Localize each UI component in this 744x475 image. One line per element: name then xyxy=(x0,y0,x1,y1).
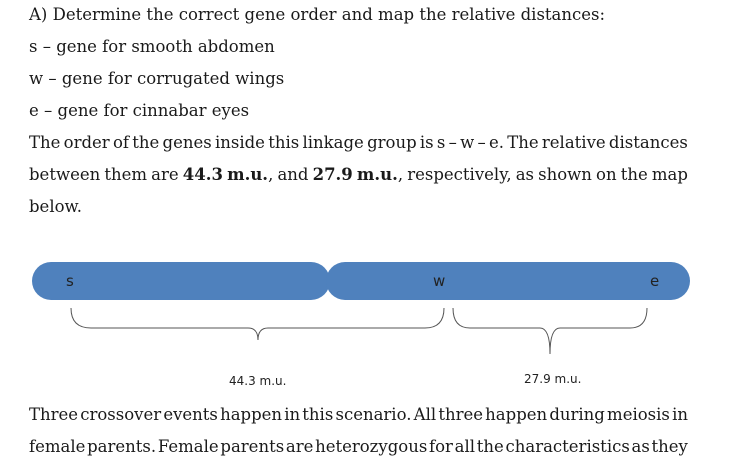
crossover-line1-word: happen xyxy=(485,405,548,424)
order-line1-word: order xyxy=(63,133,110,152)
order-line2-word: the xyxy=(620,165,648,184)
gene-definition-e: e – gene for cinnabar eyes xyxy=(29,101,250,120)
order-line2-word: 27.9 xyxy=(312,165,353,184)
order-line1-word: The xyxy=(507,133,539,152)
order-line2-word: and xyxy=(277,165,309,184)
crossover-line1-word: three xyxy=(438,405,483,424)
order-paragraph-line-2: between them are 44.3 m.u., and 27.9 m.u., respe… xyxy=(29,165,688,185)
crossover-line1-word: Three xyxy=(29,405,79,424)
crossover-line2-word: parents xyxy=(220,437,285,456)
gene-label-s: s xyxy=(66,272,74,290)
order-line1-word: relative xyxy=(541,133,606,152)
crossover-paragraph-line-1: Three crossover events happen in this scenario… xyxy=(29,405,688,425)
order-line1-word: s xyxy=(436,133,446,152)
gene-label-e: e xyxy=(650,272,660,290)
order-line1-word: is xyxy=(419,133,434,152)
crossover-line2-word: are xyxy=(285,437,314,456)
crossover-line2-word: Female xyxy=(157,437,219,456)
order-line1-word: linkage xyxy=(302,133,364,152)
crossover-line2-word: for xyxy=(429,437,453,456)
crossover-line1-word: crossover xyxy=(80,405,162,424)
distance-brace-w-e xyxy=(452,307,648,355)
question-heading: A) Determine the correct gene order and … xyxy=(29,5,606,24)
crossover-line1-word: All xyxy=(413,405,437,424)
order-line2-word: respectively, xyxy=(407,165,512,184)
crossover-line2-word: female xyxy=(29,437,86,456)
order-line1-word: inside xyxy=(214,133,265,152)
order-line1-word: The xyxy=(29,133,61,152)
distance-label-w-e: 27.9 m.u. xyxy=(524,372,582,386)
order-line2-word: m.u., xyxy=(356,165,404,184)
order-paragraph-line-1: The order of the genes inside this linkage group… xyxy=(29,133,688,153)
gene-definition-s: s – gene for smooth abdomen xyxy=(29,37,275,56)
crossover-line1-word: happen xyxy=(220,405,283,424)
crossover-line1-word: meiosis xyxy=(607,405,670,424)
crossover-line2-word: they xyxy=(651,437,688,456)
order-line2-word: 44.3 xyxy=(182,165,223,184)
crossover-line2-word: characteristics xyxy=(505,437,630,456)
order-line2-word: between xyxy=(29,165,101,184)
order-line2-word: them xyxy=(104,165,148,184)
order-paragraph-line-3: below. xyxy=(29,197,82,216)
crossover-line1-word: in xyxy=(284,405,301,424)
order-line1-word: genes xyxy=(162,133,212,152)
order-line1-word: group xyxy=(367,133,417,152)
crossover-line2-word: as xyxy=(631,437,650,456)
order-line1-word: distances xyxy=(608,133,688,152)
order-line1-word: e. xyxy=(488,133,504,152)
crossover-line1-word: scenario. xyxy=(335,405,412,424)
crossover-line1-word: in xyxy=(672,405,688,424)
crossover-line2-word: the xyxy=(476,437,504,456)
crossover-line2-word: heterozygous xyxy=(315,437,428,456)
order-line2-word: shown xyxy=(538,165,592,184)
order-line1-word: this xyxy=(268,133,300,152)
order-line2-word: map xyxy=(651,165,688,184)
crossover-line1-word: during xyxy=(549,405,605,424)
crossover-line2-word: all xyxy=(454,437,476,456)
order-line2-word: are xyxy=(151,165,179,184)
crossover-line1-word: events xyxy=(163,405,218,424)
order-line2-word: on xyxy=(596,165,617,184)
order-line1-word: the xyxy=(132,133,160,152)
gene-label-w: w xyxy=(433,272,446,290)
chromosome-segment-right xyxy=(326,262,690,300)
gene-definition-w: w – gene for corrugated wings xyxy=(29,69,285,88)
chromosome-segment-left xyxy=(32,262,330,300)
order-line1-word: of xyxy=(112,133,129,152)
order-line1-word: – xyxy=(477,133,486,152)
order-line1-word: – xyxy=(448,133,457,152)
distance-brace-s-w xyxy=(70,307,445,341)
order-line2-word: as xyxy=(515,165,535,184)
order-line1-word: w xyxy=(460,133,475,152)
crossover-line2-word: parents. xyxy=(87,437,157,456)
crossover-line1-word: this xyxy=(302,405,334,424)
crossover-paragraph-line-2: female parents. Female parents are heterozygo… xyxy=(29,437,688,457)
distance-label-s-w: 44.3 m.u. xyxy=(229,374,287,388)
order-line2-word: m.u., xyxy=(227,165,274,184)
